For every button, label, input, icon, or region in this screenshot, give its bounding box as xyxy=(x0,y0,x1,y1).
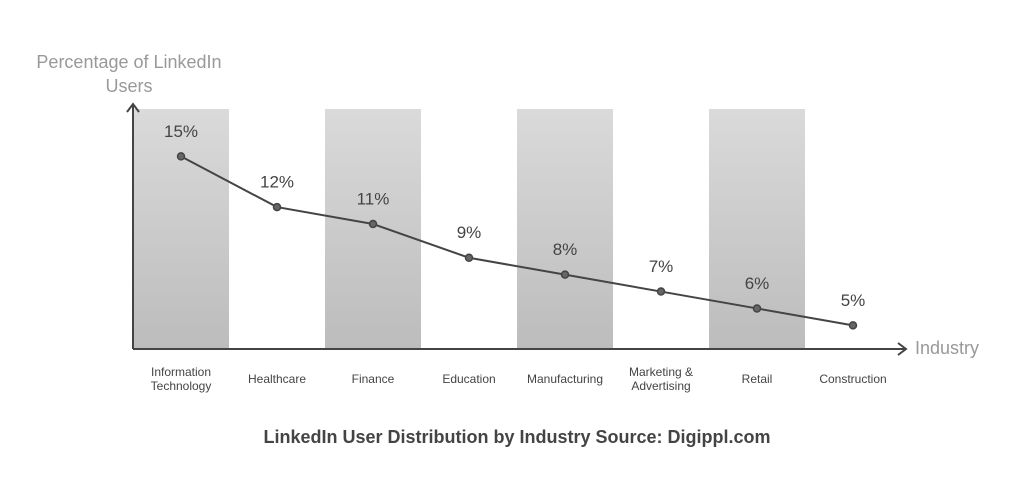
point xyxy=(272,202,282,212)
point xyxy=(848,321,858,330)
x-tick-label: Education xyxy=(442,372,496,386)
line xyxy=(180,155,854,327)
x-tick-label: Manufacturing xyxy=(526,372,604,386)
y-axis-title: Percentage of LinkedIn Users xyxy=(36,52,222,96)
x-tick-label: Retail xyxy=(741,372,773,386)
value-label: 12% xyxy=(260,173,294,192)
x-axis-arrow xyxy=(897,342,908,356)
x-tick-label: Healthcare xyxy=(247,372,307,386)
value-label: 15% xyxy=(164,122,198,141)
band xyxy=(709,109,805,349)
band xyxy=(517,109,613,349)
point xyxy=(176,152,186,161)
band xyxy=(133,109,229,349)
value-label: 5% xyxy=(841,291,866,310)
x-tick-label: Finance xyxy=(351,372,395,386)
band xyxy=(325,109,421,349)
point xyxy=(656,287,666,296)
x-tick-label: Information Technology xyxy=(150,365,212,393)
value-label: 9% xyxy=(457,223,482,242)
value-label: 11% xyxy=(357,189,390,208)
point xyxy=(464,253,474,263)
x-tick-label: Construction xyxy=(819,372,887,386)
value-label: 6% xyxy=(745,274,770,293)
point xyxy=(368,219,378,229)
x-tick-label: Marketing & Advertising xyxy=(628,365,694,393)
y-axis-arrow xyxy=(126,102,140,113)
x-axis-title: Industry xyxy=(915,338,980,358)
point xyxy=(560,270,570,279)
value-label: 7% xyxy=(649,257,674,276)
value-label: 8% xyxy=(553,240,578,259)
chart-title: LinkedIn User Distribution by Industry S… xyxy=(263,427,771,447)
point xyxy=(752,304,762,313)
